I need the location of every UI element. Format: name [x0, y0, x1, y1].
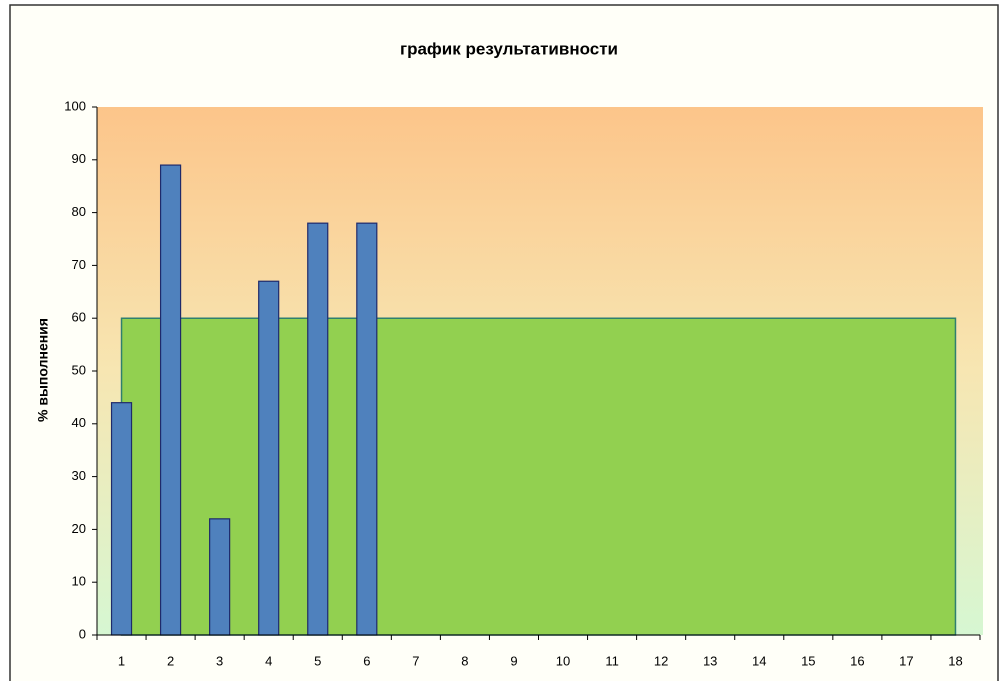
x-tick-label: 11 [605, 653, 619, 668]
x-tick-label: 10 [556, 653, 570, 668]
y-tick-label: 10 [72, 574, 86, 589]
x-tick-label: 2 [167, 653, 174, 668]
x-tick-label: 5 [314, 653, 321, 668]
x-tick-label: 6 [363, 653, 370, 668]
chart-title: график результативности [400, 39, 618, 58]
area [120, 317, 957, 636]
y-tick-label: 40 [72, 415, 86, 430]
y-tick-label: 0 [79, 626, 86, 641]
bar [356, 222, 378, 636]
x-tick-label: 4 [265, 653, 272, 668]
bar [258, 280, 280, 636]
y-tick-label: 60 [72, 310, 86, 325]
y-tick-label: 30 [72, 468, 86, 483]
x-tick-label: 9 [510, 653, 517, 668]
bar [159, 164, 182, 636]
x-tick-label: 1 [118, 653, 125, 668]
bar [307, 222, 329, 636]
bar [110, 402, 133, 636]
y-tick-label: 70 [72, 257, 86, 272]
x-tick-label: 14 [752, 653, 766, 668]
x-tick-label: 18 [948, 653, 962, 668]
x-tick-label: 15 [801, 653, 815, 668]
y-tick-label: 50 [72, 362, 86, 377]
y-tick-label: 80 [72, 204, 86, 219]
x-tick-label: 13 [703, 653, 717, 668]
y-axis-title: % выполнения [35, 318, 51, 422]
x-tick-label: 7 [412, 653, 419, 668]
x-tick-label: 16 [850, 653, 864, 668]
x-tick-label: 12 [654, 653, 668, 668]
y-tick-label: 100 [64, 98, 86, 113]
x-tick-label: 3 [216, 653, 223, 668]
x-tick-label: 8 [461, 653, 468, 668]
bar [209, 518, 231, 636]
x-tick-label: 17 [899, 653, 913, 668]
y-tick-label: 90 [72, 151, 86, 166]
y-tick-label: 20 [72, 521, 86, 536]
